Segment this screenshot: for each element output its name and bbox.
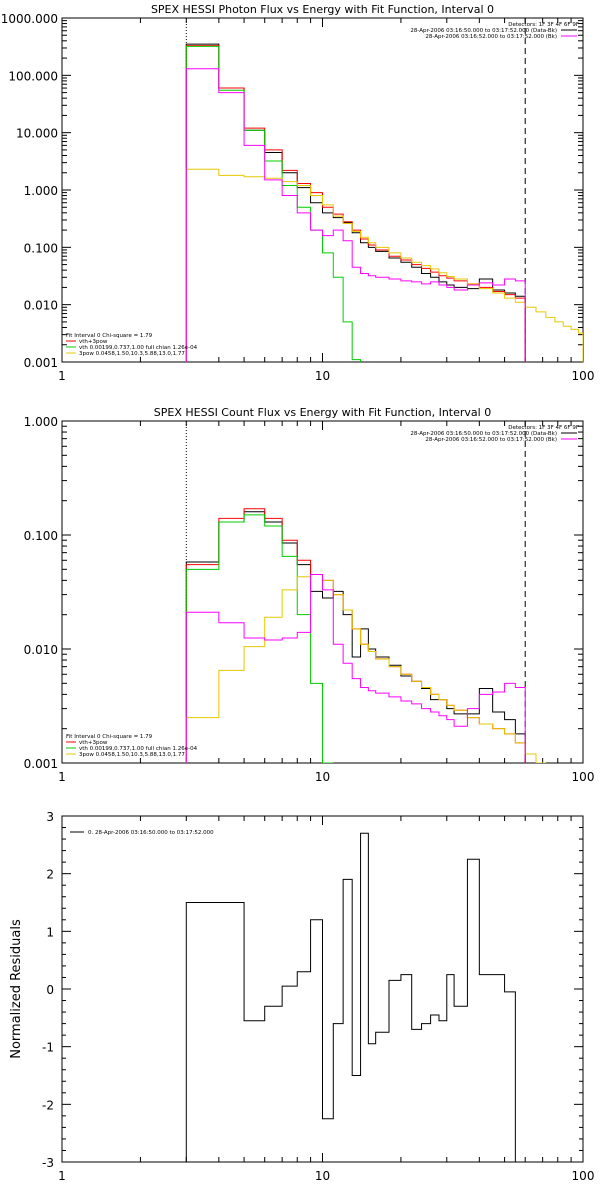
legend-entry: Fit Interval 0 Chi-square = 1.79 — [66, 333, 153, 339]
series-group — [185, 508, 546, 763]
y-ticks — [62, 420, 583, 764]
y-ticks — [62, 815, 583, 1163]
chart-title: SPEX HESSI Photon Flux vs Energy with Fi… — [151, 3, 494, 16]
legend-entry: Fit Interval 0 Chi-square = 1.79 — [66, 734, 153, 740]
data-series-3 — [185, 45, 362, 362]
y-tick-label: 0.001 — [24, 757, 58, 771]
y-tick-label: 100.000 — [8, 69, 58, 83]
x-ticks — [61, 816, 584, 1162]
x-tick-label: 100 — [572, 1169, 595, 1183]
legend-entry: 0. 28-Apr-2006 03:16:50.000 to 03:17:52.… — [88, 830, 214, 836]
legend-entry: 28-Apr-2006 03:16:52.000 to 03:17:52.000… — [425, 437, 557, 443]
y-tick-label: 0.100 — [24, 241, 58, 255]
x-tick-label: 100 — [572, 369, 595, 383]
legend-entry: 28-Apr-2006 03:16:52.000 to 03:17:52.000… — [425, 34, 557, 40]
legend-entry: 3pow 0.0458,1.50,10.3,5.88,13.0,1.77 — [79, 351, 185, 357]
legend-entry: Detectors: 1F 3F 4F 6F 9F — [508, 425, 579, 431]
data-series-2 — [185, 508, 526, 763]
x-tick-label: 10 — [315, 770, 330, 784]
x-tick-label: 10 — [315, 1169, 330, 1183]
y-axis-label: Normalized Residuals — [9, 919, 24, 1059]
plot-frame — [61, 17, 584, 363]
series-group — [185, 832, 516, 1162]
chart-panel-2: SPEX HESSI Count Flux vs Energy with Fit… — [24, 406, 595, 784]
y-tick-label: 0.010 — [24, 643, 58, 657]
y-tick-label: 0.001 — [24, 356, 58, 370]
data-series-3 — [185, 514, 334, 763]
legend-entry: vth 0.00199,0.737,1.00 full chian 1.26e-… — [79, 345, 198, 351]
legend-top: 0. 28-Apr-2006 03:16:50.000 to 03:17:52.… — [70, 830, 214, 836]
legend-bottom: Fit Interval 0 Chi-square = 1.79vth+3pow… — [66, 333, 198, 357]
x-tick-label: 10 — [315, 369, 330, 383]
legend-entry: 3pow 0.0458,1.50,10.3,5.88,13.0,1.77 — [79, 752, 185, 758]
y-tick-label: -3 — [42, 1156, 54, 1170]
data-series-1 — [185, 832, 516, 1162]
data-series-5 — [185, 574, 526, 763]
x-tick-label: 100 — [572, 770, 595, 784]
data-series-4 — [185, 168, 583, 362]
data-series-5 — [185, 68, 526, 362]
legend-entry: 28-Apr-2006 03:16:50.000 to 03:17:52.000… — [410, 28, 557, 34]
legend-bottom: Fit Interval 0 Chi-square = 1.79vth+3pow… — [66, 734, 198, 758]
y-tick-label: 1000.000 — [1, 12, 58, 26]
y-tick-label: 10.000 — [16, 127, 58, 141]
chart-panel-3: Normalized Residuals 1 10 100 -3 -2 -1 0 1 2 3 0. 2… — [9, 810, 594, 1183]
y-tick-label: 1.000 — [24, 184, 58, 198]
legend-entry: vth+3pow — [79, 339, 108, 345]
x-tick-label: 1 — [58, 1169, 66, 1183]
y-tick-label: 1 — [46, 925, 54, 939]
data-series-1 — [185, 511, 526, 763]
y-tick-label: 1.000 — [24, 415, 58, 429]
y-tick-label: 0.100 — [24, 529, 58, 543]
x-tick-label: 1 — [58, 369, 66, 383]
y-tick-label: 2 — [46, 868, 54, 882]
legend-entry: vth+3pow — [79, 740, 108, 746]
x-tick-label: 1 — [58, 770, 66, 784]
y-tick-label: 3 — [46, 810, 54, 824]
legend-entry: Detectors: 1F 3F 4F 6F 9F — [508, 22, 579, 28]
y-tick-label: -1 — [42, 1041, 54, 1055]
y-ticks — [62, 17, 583, 363]
chart-title: SPEX HESSI Count Flux vs Energy with Fit… — [154, 406, 491, 419]
data-series-4 — [185, 574, 546, 763]
legend-entry: vth 0.00199,0.737,1.00 full chian 1.26e-… — [79, 746, 198, 752]
data-series-1 — [185, 43, 526, 362]
x-ticks — [61, 18, 584, 362]
y-tick-label: 0.010 — [24, 299, 58, 313]
y-tick-label: -2 — [42, 1098, 54, 1112]
series-group — [185, 43, 583, 362]
y-tick-label: 0 — [46, 983, 54, 997]
legend-entry: 28-Apr-2006 03:16:50.000 to 03:17:52.000… — [410, 431, 557, 437]
chart-panel-1: SPEX HESSI Photon Flux vs Energy with Fi… — [1, 3, 595, 383]
